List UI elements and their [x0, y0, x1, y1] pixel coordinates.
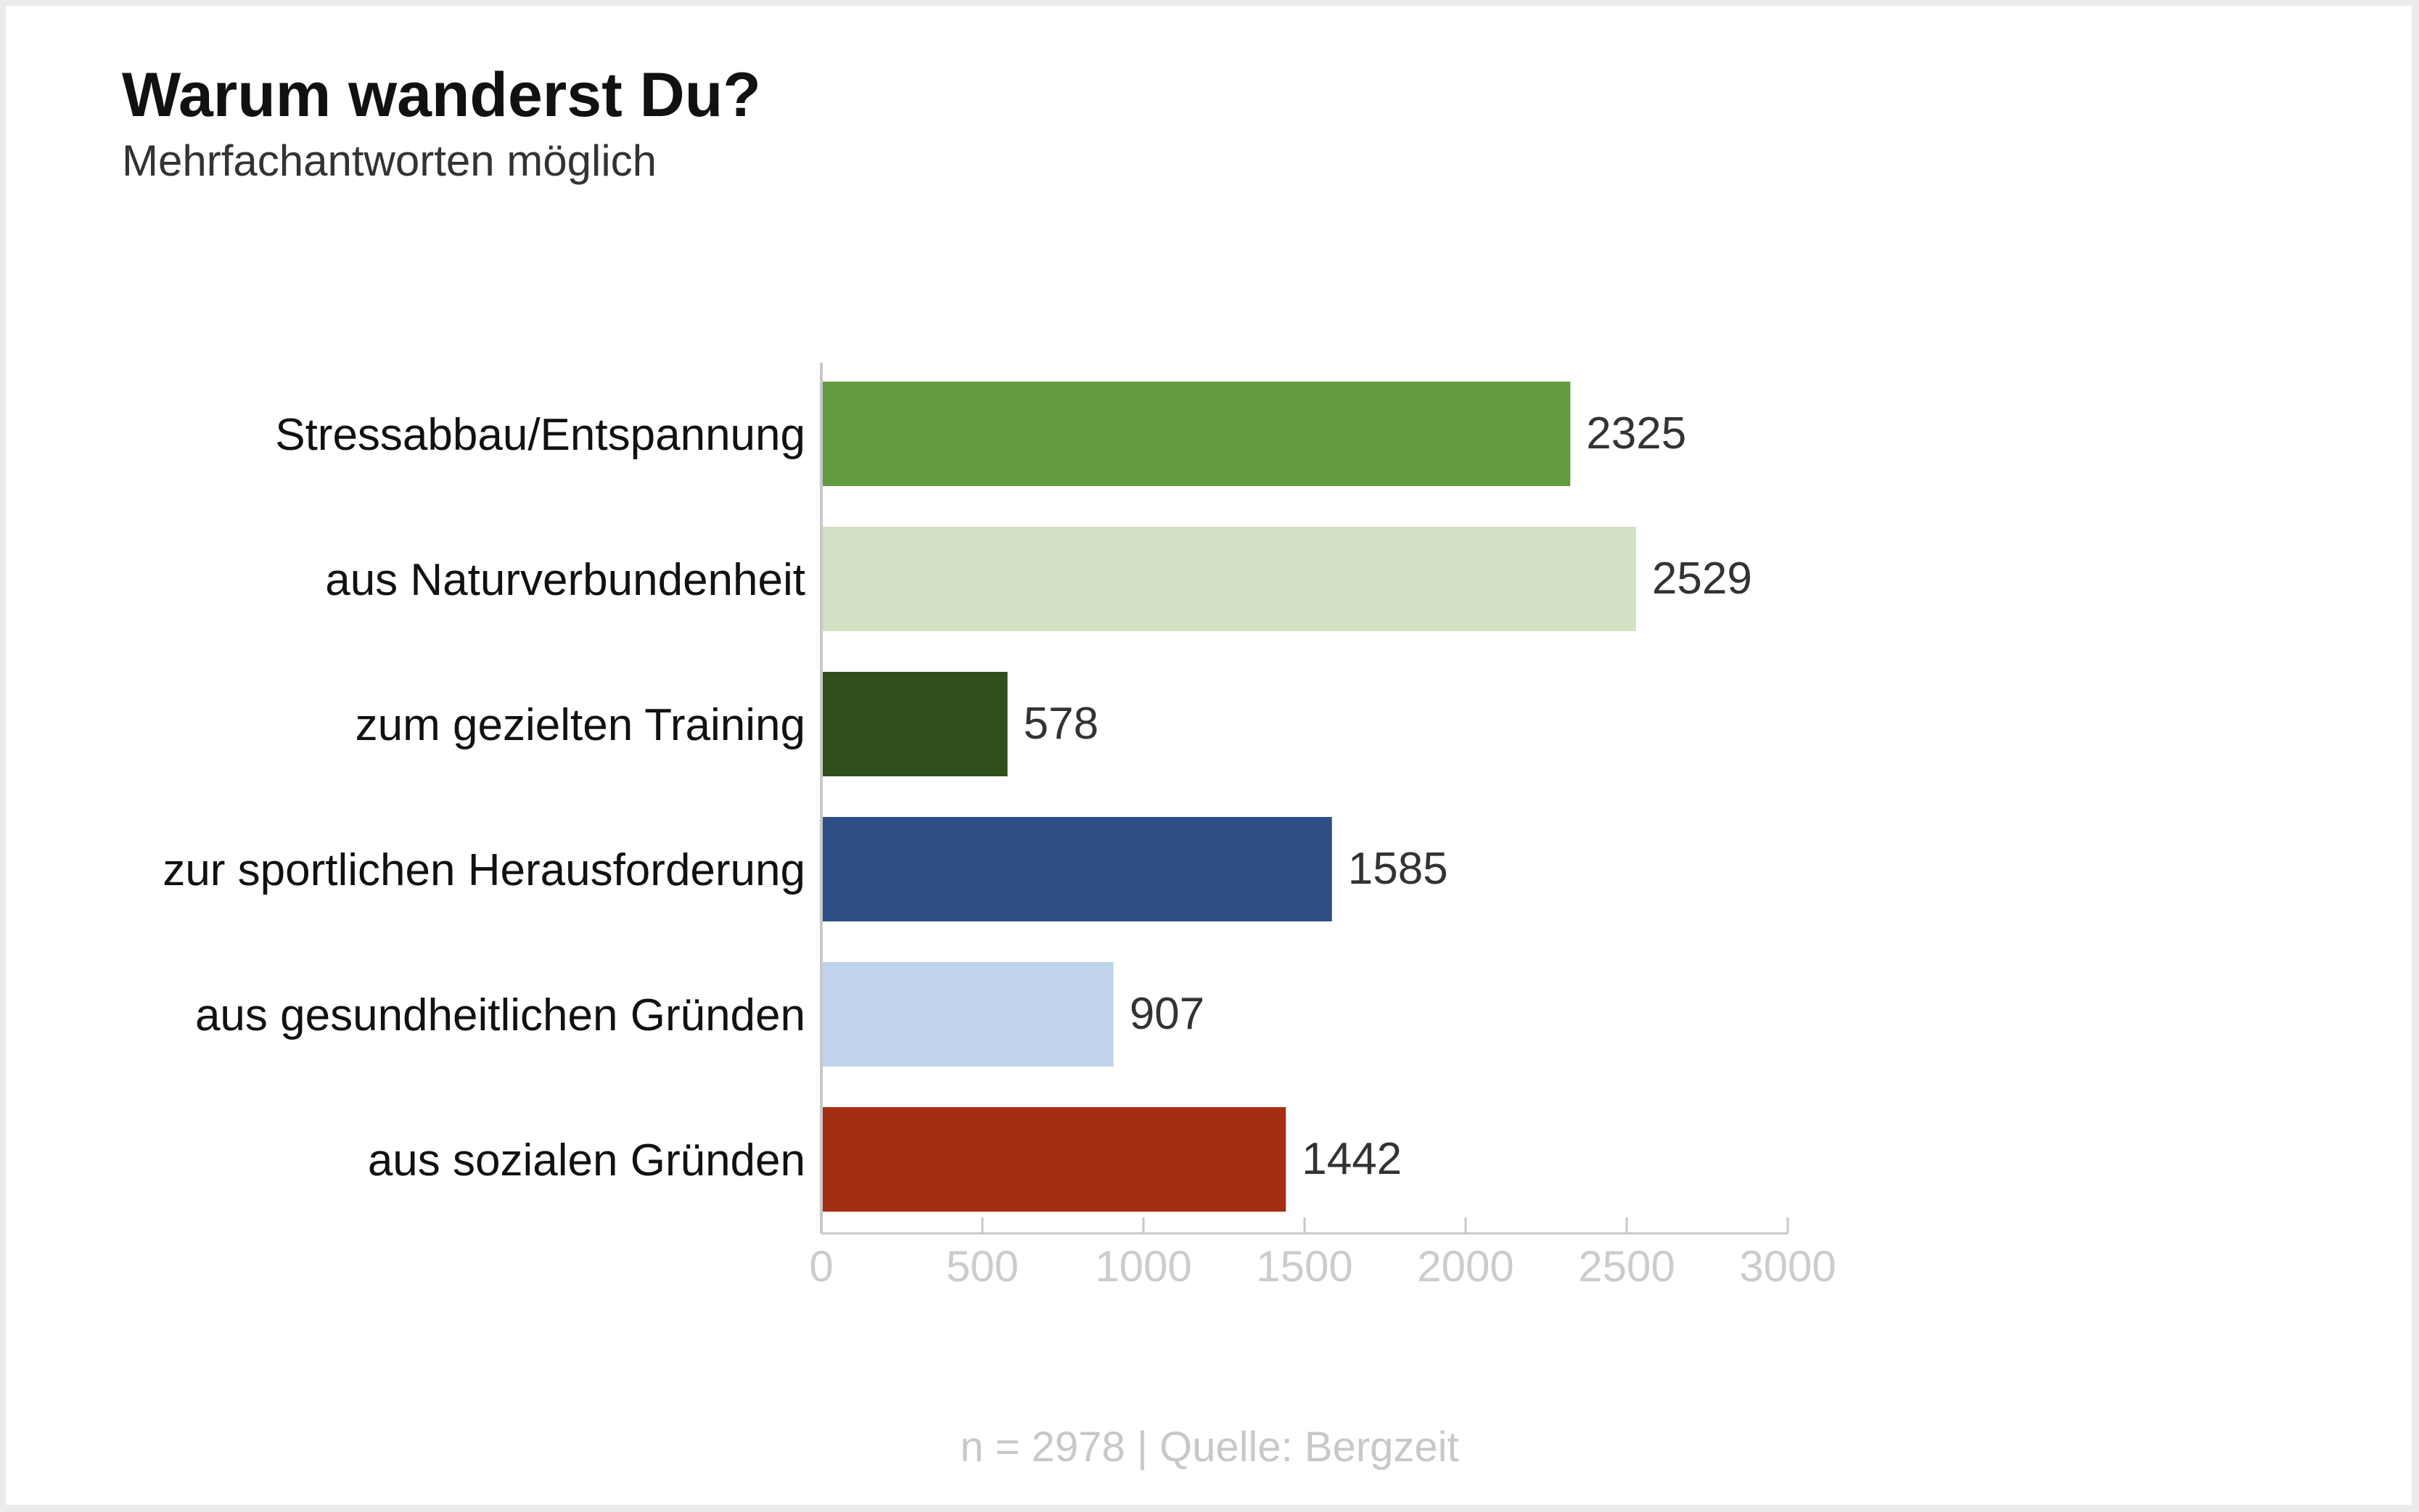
category-label: aus sozialen Gründen	[368, 1135, 805, 1186]
x-tick-label: 1000	[1095, 1242, 1191, 1291]
value-label: 2325	[1586, 408, 1686, 459]
chart-card	[6, 6, 2412, 1505]
x-tick-label: 500	[946, 1242, 1019, 1291]
category-label: aus gesundheitlichen Gründen	[195, 990, 805, 1040]
bar	[821, 962, 1114, 1067]
value-label: 578	[1024, 699, 1098, 749]
bar	[821, 672, 1008, 776]
value-label: 2529	[1652, 554, 1752, 604]
value-label: 1442	[1302, 1134, 1402, 1184]
category-label: aus Naturverbundenheit	[325, 555, 805, 605]
x-tick-label: 0	[809, 1242, 833, 1291]
value-label: 907	[1130, 989, 1204, 1039]
bar	[821, 817, 1332, 921]
x-tick-label: 3000	[1739, 1242, 1836, 1291]
category-label: zum gezielten Training	[356, 700, 805, 750]
x-tick-label: 2500	[1578, 1242, 1675, 1291]
bar	[821, 527, 1636, 631]
x-tick-label: 1500	[1256, 1242, 1352, 1291]
value-label: 1585	[1348, 844, 1448, 894]
category-label: Stressabbau/Entspannung	[275, 410, 805, 460]
x-tick-label: 2000	[1417, 1242, 1514, 1291]
bar	[821, 1107, 1286, 1212]
bar	[821, 382, 1571, 486]
source-footer: n = 2978 | Quelle: Bergzeit	[960, 1423, 1459, 1471]
category-label: zur sportlichen Herausforderung	[163, 845, 805, 895]
chart-title: Warum wanderst Du?	[122, 60, 761, 130]
chart-subtitle: Mehrfachantworten möglich	[122, 136, 657, 185]
